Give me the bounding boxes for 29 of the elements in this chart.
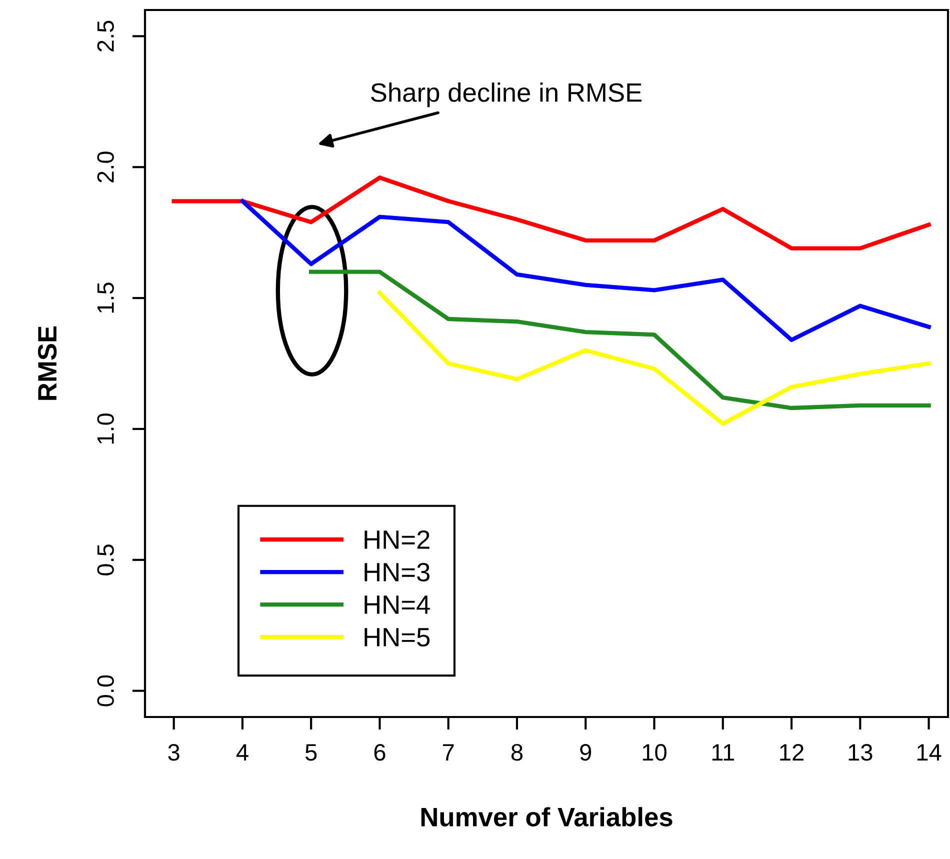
x-tick-label: 9 [580,744,592,761]
line-series [309,270,931,410]
legend-label: HN=5 [364,628,430,647]
x-tick-label: 13 [848,744,872,761]
y-tick-label: 1.0 [97,413,114,444]
y-tick-label: 0.5 [97,544,114,576]
y-tick-label: 2.0 [97,152,114,182]
y-tick-label: 0.0 [97,675,114,706]
x-tick-label: 5 [305,744,317,761]
legend-label: HN=3 [364,562,430,582]
x-tick-label: 11 [712,744,734,760]
x-tick-label: 14 [917,744,942,760]
x-axis-title: Numver of Variables [421,807,672,826]
line-series [378,290,931,426]
x-tick-label: 3 [168,744,180,761]
x-tick-label: 6 [374,744,386,761]
x-tick-label: 10 [642,744,666,761]
y-tick-label: 2.5 [97,20,114,52]
legend-label: HN=2 [364,530,430,549]
x-tick-label: 8 [511,744,523,761]
x-tick-label: 4 [236,744,248,760]
legend-label: HN=4 [364,596,430,614]
y-axis-title: RMSE [38,326,57,400]
annotation: Sharp decline in RMSE [371,82,642,108]
line-series [240,199,931,342]
x-tick-label: 7 [443,744,454,760]
x-tick-label: 12 [780,744,804,760]
y-tick-label: 1.5 [97,282,114,313]
line-series [172,176,931,250]
